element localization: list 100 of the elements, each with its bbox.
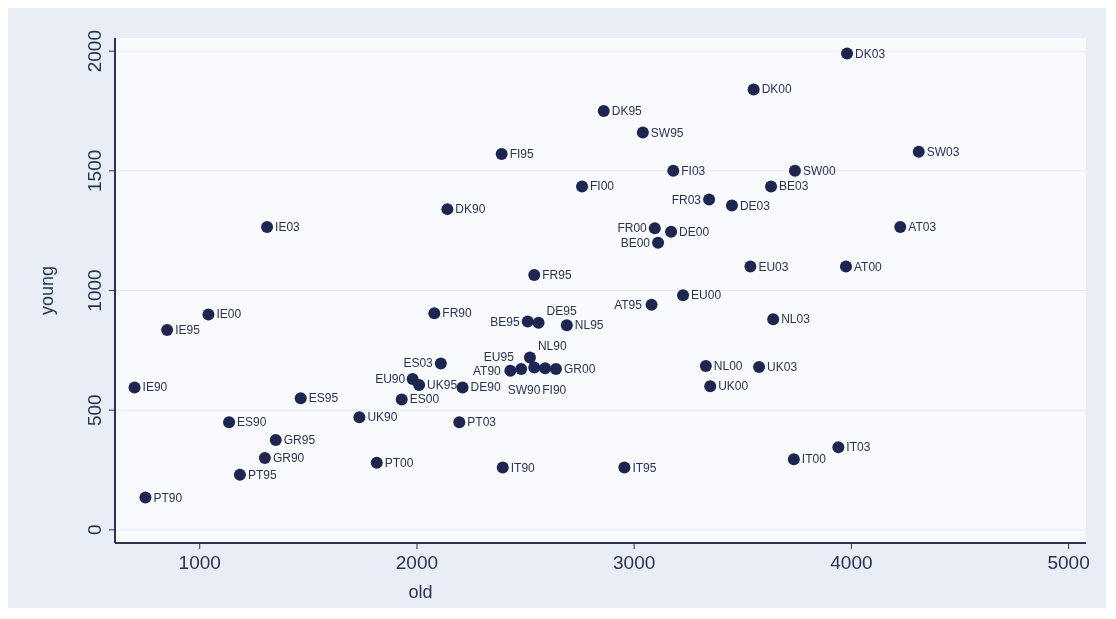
point [839,260,852,273]
data-label: IE03 [275,220,301,235]
x-tick-label: 3000 [613,552,656,573]
y-tick-label: 500 [84,394,105,427]
data-label: NL00 [713,358,743,373]
data-label: FR03 [671,192,702,207]
data-label: DE00 [679,224,710,239]
data-label: IE90 [142,380,168,395]
point [128,381,141,394]
data-label: PT95 [247,467,277,482]
point [788,164,801,177]
data-label: GR90 [272,451,305,466]
data-label: ES90 [237,415,267,430]
point [441,203,454,216]
data-label: GR95 [283,433,316,448]
point [699,359,712,372]
point [832,441,845,454]
data-label: DK03 [855,46,886,61]
point [370,456,383,469]
point [549,363,562,375]
data-label: FR00 [617,221,648,236]
data-label: FR90 [442,306,472,321]
y-axis-title: young [37,265,57,316]
x-tick-label: 1000 [178,552,221,573]
data-label: BE95 [490,314,521,329]
point [413,379,426,392]
point [453,416,466,429]
point [523,351,536,364]
data-label: NL95 [574,318,604,333]
data-label: DE03 [739,198,771,213]
data-label: DK00 [761,82,792,97]
x-tick-label: 4000 [830,552,873,573]
point [765,180,778,193]
point [139,491,152,504]
data-label: UK03 [767,360,798,375]
point [725,199,738,212]
data-label: EU90 [375,372,406,387]
data-label: FR95 [542,267,572,282]
point [233,468,246,481]
point [560,319,573,332]
data-label: EU95 [483,350,515,364]
x-tick-label: 2000 [395,552,439,573]
point [269,434,282,447]
data-label: FI95 [509,147,534,162]
point [515,363,528,375]
point [539,362,552,375]
data-label: UK00 [718,379,749,394]
point [504,364,517,377]
data-label: UK90 [367,410,398,425]
data-label: IE00 [216,307,242,322]
point [787,453,800,466]
data-label: PT90 [153,490,183,505]
data-label: EU03 [758,259,789,274]
x-axis-title: old [408,582,433,602]
data-label: BE00 [620,235,651,250]
point [704,380,717,393]
data-label: FI90 [542,382,567,397]
point [294,392,307,405]
data-label: DK90 [455,202,486,217]
point [744,260,757,273]
data-label: IT00 [801,452,827,467]
point [894,221,907,234]
point [767,313,780,326]
data-label: ES00 [409,392,440,407]
data-label: DE90 [470,380,501,395]
point [636,126,649,139]
point [528,268,541,281]
point [652,236,665,249]
point [456,381,469,394]
point [395,393,408,406]
point [495,148,508,161]
data-label: GR00 [563,362,596,376]
point [912,145,925,158]
point [258,452,271,465]
point [521,315,534,328]
data-label: PT03 [467,415,497,430]
point [576,180,589,193]
point [496,461,509,474]
data-label: AT95 [614,297,643,312]
point [747,83,760,96]
point [667,164,680,177]
point [202,308,215,321]
point [703,193,716,206]
data-label: SW90 [507,383,541,398]
data-label: IE95 [175,322,201,337]
data-label: NL90 [537,338,567,353]
data-label: FI03 [681,163,706,178]
point [841,47,854,60]
point [223,416,236,429]
data-label: ES95 [308,391,339,406]
y-tick-label: 1500 [84,149,105,192]
point [618,461,631,474]
point [597,105,610,117]
data-label: SW95 [650,125,684,140]
point [528,361,541,374]
data-label: BE03 [779,179,809,194]
x-tick-label: 5000 [1047,552,1090,573]
point [428,307,441,320]
data-label: PT00 [384,455,414,470]
data-label: AT03 [908,220,937,235]
